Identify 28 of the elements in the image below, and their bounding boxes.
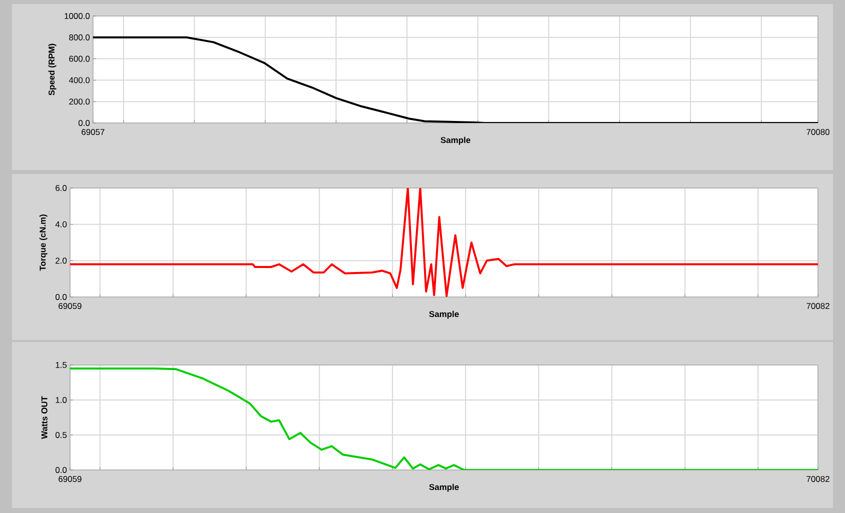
y-tick-label: 200.0 — [69, 98, 90, 105]
y-tick-label: 0.0 — [56, 466, 67, 473]
y-axis-title: Torque (cN.m) — [39, 214, 48, 271]
y-axis-title: Watts OUT — [41, 396, 48, 439]
y-tick-label: 600.0 — [69, 56, 90, 62]
x-tick-label: 70082 — [806, 476, 830, 482]
x-tick-label: 69059 — [58, 476, 82, 482]
x-axis-title: Sample — [429, 484, 459, 492]
y-tick-label: 1.0 — [56, 396, 67, 403]
y-tick-label: 1.5 — [56, 362, 67, 368]
y-tick-label: 0.5 — [56, 432, 67, 438]
x-axis-title: Sample — [440, 136, 470, 145]
y-tick-label: 0.0 — [78, 120, 90, 126]
x-tick-label: 70080 — [806, 129, 830, 135]
y-tick-label: 2.0 — [56, 258, 67, 264]
line-series — [70, 188, 818, 297]
x-axis-title: Sample — [429, 310, 459, 319]
y-tick-label: 4.0 — [55, 221, 67, 228]
x-tick-label: 69057 — [82, 129, 104, 135]
x-tick-label: 70082 — [806, 303, 830, 309]
line-series — [70, 367, 818, 470]
y-tick-label: 6.0 — [56, 184, 67, 191]
y-tick-label: 0.0 — [56, 294, 67, 300]
y-axis-title: Speed (RPM) — [48, 44, 56, 96]
x-tick-label: 69059 — [58, 303, 82, 309]
y-tick-label: 400.0 — [68, 77, 90, 84]
y-tick-label: 800.0 — [69, 34, 90, 40]
y-tick-label: 1000.0 — [64, 12, 90, 19]
